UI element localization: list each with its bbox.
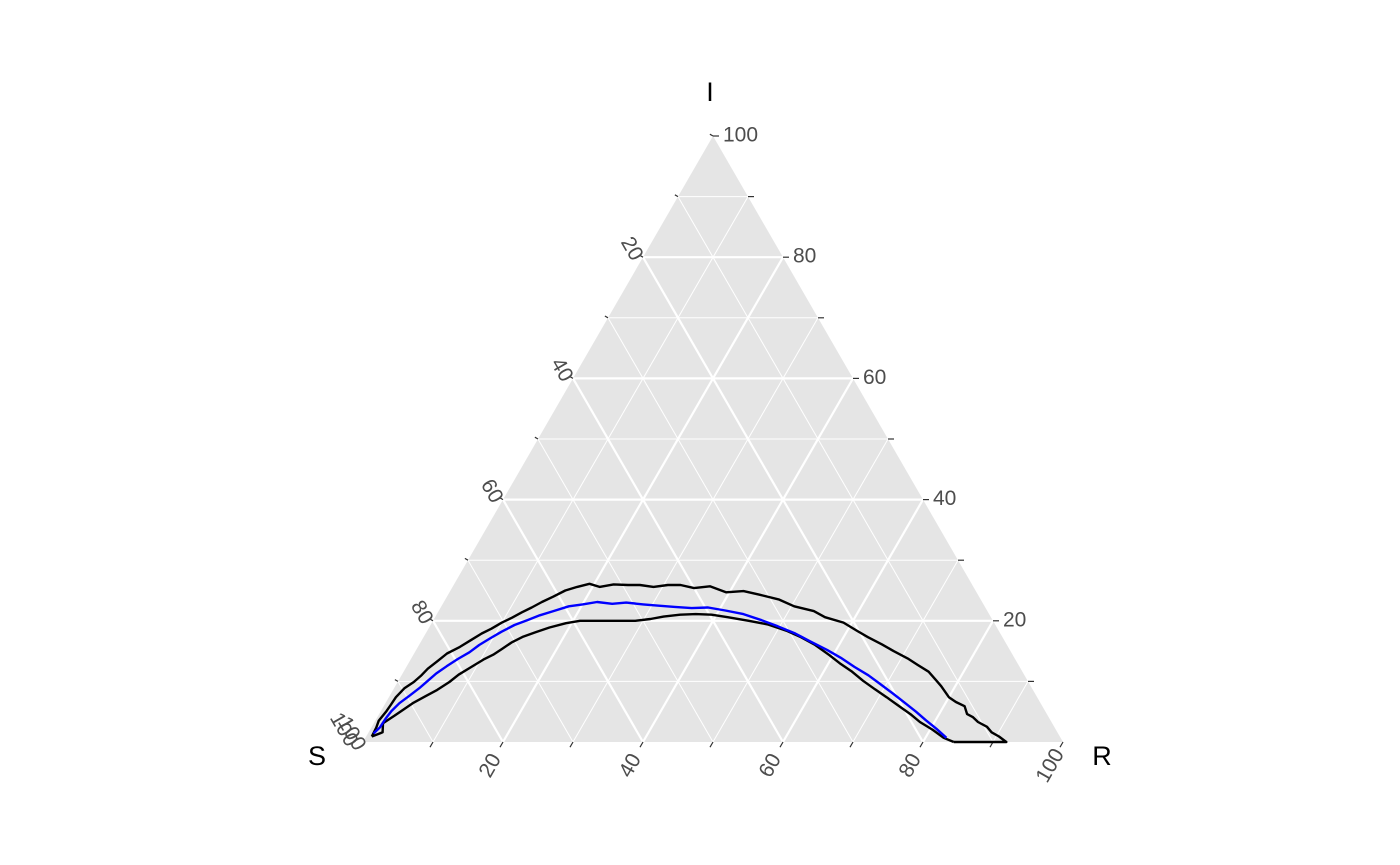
grid-line-s-80 bbox=[432, 620, 504, 743]
grid-line-r-30 bbox=[572, 317, 819, 743]
tick-left-10 bbox=[394, 679, 399, 682]
axis-title-s: S bbox=[308, 741, 326, 771]
tick-label-bottom-80: 80 bbox=[894, 750, 926, 782]
grid-line-s-50 bbox=[537, 438, 714, 743]
tick-label-bottom-40: 40 bbox=[614, 750, 646, 782]
grid-line-r-60 bbox=[782, 499, 924, 743]
series-median bbox=[372, 600, 948, 739]
tick-bottom-10 bbox=[429, 741, 434, 748]
series-lower-envelope bbox=[371, 612, 955, 744]
data-series bbox=[370, 582, 1008, 744]
tick-left-40 bbox=[499, 497, 504, 501]
tick-left-20 bbox=[429, 618, 434, 622]
tick-label-right-40: 40 bbox=[933, 487, 956, 510]
tick-label-right-100: 100 bbox=[723, 124, 758, 147]
axis-ticks bbox=[394, 133, 1064, 748]
tick-left-30 bbox=[464, 557, 469, 561]
tick-bottom-70 bbox=[849, 741, 854, 748]
tick-bottom-60 bbox=[779, 741, 784, 748]
grid-line-r-80 bbox=[922, 620, 994, 743]
tick-bottom-40 bbox=[639, 741, 644, 748]
tick-bottom-50 bbox=[709, 741, 714, 748]
tick-label-right-20: 20 bbox=[1003, 608, 1026, 631]
grid-line-r-70 bbox=[852, 559, 959, 743]
tick-bottom-80 bbox=[919, 741, 924, 748]
tick-label-right-60: 60 bbox=[863, 366, 886, 389]
tick-left-70 bbox=[604, 315, 609, 319]
tick-label-bottom-60: 60 bbox=[754, 750, 786, 782]
tick-left-50 bbox=[534, 436, 539, 440]
grid-line-s-10 bbox=[677, 196, 994, 743]
grid-line-s-90 bbox=[397, 681, 434, 743]
tick-left-60 bbox=[569, 376, 574, 379]
tick-bottom-20 bbox=[499, 741, 504, 748]
grid-line-r-10 bbox=[432, 196, 749, 743]
grid-line-s-30 bbox=[607, 317, 854, 743]
tick-left-80 bbox=[639, 254, 644, 258]
grid-line-r-40 bbox=[642, 377, 854, 743]
axis-title-i: I bbox=[706, 77, 714, 107]
grid-line-r-90 bbox=[992, 681, 1029, 743]
tick-label-right-80: 80 bbox=[793, 245, 816, 268]
tick-label-bottom-20: 20 bbox=[474, 750, 506, 782]
grid-line-r-50 bbox=[712, 438, 889, 743]
series-upper-envelope bbox=[370, 582, 1008, 744]
tick-label-bottom-100: 100 bbox=[1031, 745, 1068, 787]
tick-bottom-100 bbox=[1059, 741, 1064, 748]
axis-title-r: R bbox=[1092, 741, 1112, 771]
tick-left-100 bbox=[709, 133, 714, 137]
tick-left-90 bbox=[674, 194, 679, 198]
ternary-grid bbox=[397, 196, 1029, 743]
grid-line-s-40 bbox=[572, 377, 784, 743]
tick-bottom-30 bbox=[569, 741, 574, 748]
grid-line-s-70 bbox=[467, 559, 574, 743]
